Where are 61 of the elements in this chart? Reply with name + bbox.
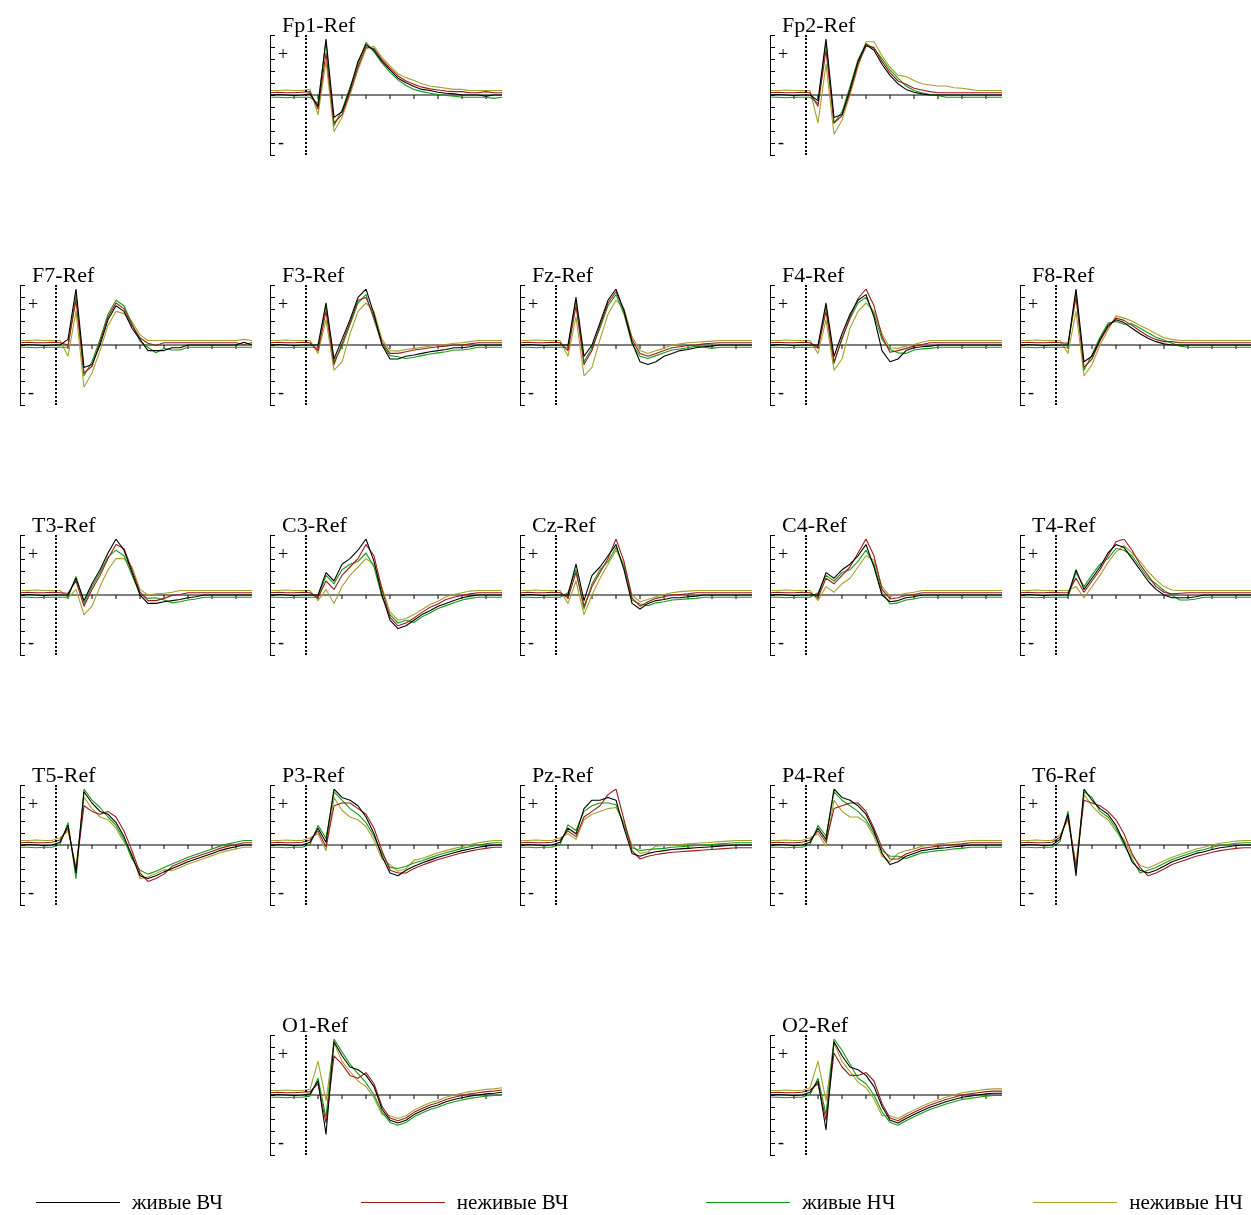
- chart-title: F8-Ref: [1032, 262, 1095, 287]
- text: -: [528, 382, 534, 402]
- annotation: -: [778, 132, 784, 152]
- annotation: +: [778, 44, 789, 64]
- annotation: +: [278, 544, 289, 564]
- chart-title: Pz-Ref: [532, 762, 594, 787]
- annotation: -: [278, 1132, 284, 1152]
- chart-title: T5-Ref: [32, 762, 96, 787]
- chart-title: Fz-Ref: [532, 262, 594, 287]
- legend-label: неживые ВЧ: [456, 1190, 569, 1215]
- text: -: [528, 632, 534, 652]
- annotation: +: [778, 294, 789, 314]
- annotation: +: [778, 544, 789, 564]
- annotation: +: [528, 544, 539, 564]
- text: -: [278, 882, 284, 902]
- legend-label: живые НЧ: [802, 1190, 896, 1215]
- text: -: [278, 632, 284, 652]
- text: -: [778, 1132, 784, 1152]
- annotation: +: [28, 294, 39, 314]
- chart-title: P3-Ref: [282, 762, 345, 787]
- text: -: [1028, 382, 1034, 402]
- annotation: +: [278, 1044, 289, 1064]
- text: -: [778, 882, 784, 902]
- chart-title: P4-Ref: [782, 762, 845, 787]
- annotation: +: [778, 794, 789, 814]
- legend-label: неживые НЧ: [1129, 1190, 1243, 1215]
- annotation: +: [278, 294, 289, 314]
- chart-title: T6-Ref: [1032, 762, 1096, 787]
- text: -: [28, 882, 34, 902]
- annotation: +: [28, 794, 39, 814]
- chart-title: O1-Ref: [282, 1012, 348, 1037]
- chart-title: Cz-Ref: [532, 512, 596, 537]
- text: -: [778, 382, 784, 402]
- annotation: +: [28, 544, 39, 564]
- annotation: +: [528, 294, 539, 314]
- annotation: +: [528, 794, 539, 814]
- annotation: -: [28, 382, 34, 402]
- text: -: [28, 632, 34, 652]
- annotation: +: [778, 1044, 789, 1064]
- text: -: [528, 882, 534, 902]
- text: -: [1028, 882, 1034, 902]
- text: -: [778, 632, 784, 652]
- chart-title: Fp2-Ref: [782, 12, 856, 37]
- legend-label: живые ВЧ: [132, 1190, 223, 1215]
- chart-title: F7-Ref: [32, 262, 95, 287]
- chart-title: O2-Ref: [782, 1012, 848, 1037]
- chart-title: T3-Ref: [32, 512, 96, 537]
- text: -: [278, 382, 284, 402]
- annotation: +: [1028, 294, 1039, 314]
- chart-title: Fp1-Ref: [282, 12, 356, 37]
- chart-title: T4-Ref: [1032, 512, 1096, 537]
- annotation: +: [278, 794, 289, 814]
- text: -: [1028, 632, 1034, 652]
- annotation: +: [1028, 794, 1039, 814]
- chart-title: C4-Ref: [782, 512, 847, 537]
- annotation: +: [1028, 544, 1039, 564]
- chart-title: F3-Ref: [282, 262, 345, 287]
- text: -: [278, 132, 284, 152]
- annotation: +: [278, 44, 289, 64]
- chart-title: C3-Ref: [282, 512, 347, 537]
- chart-title: F4-Ref: [782, 262, 845, 287]
